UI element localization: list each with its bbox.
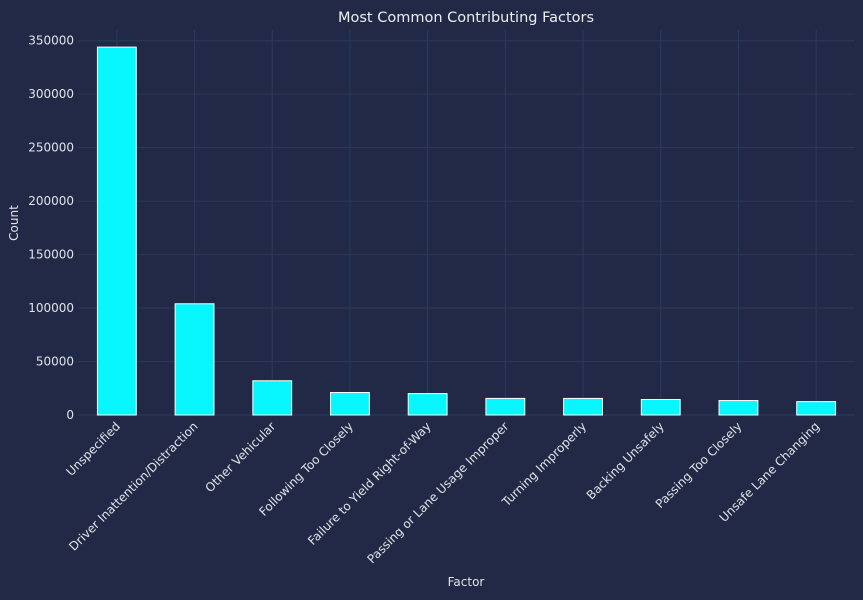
bar [174,303,215,416]
y-tick-label: 250000 [28,141,74,155]
bar [640,398,681,416]
x-axis-title: Factor [448,575,485,589]
chart-title: Most Common Contributing Factors [338,10,594,26]
bar [563,397,603,416]
y-axis-ticks: 0 50000 100000 150000 200000 250000 300000 3500… [28,34,74,422]
y-tick-label: 100000 [28,301,74,315]
y-axis-title: Count [7,205,21,241]
y-tick-label: 0 [66,408,74,422]
bar [718,400,759,416]
y-tick-label: 50000 [36,355,74,369]
y-tick-label: 150000 [28,248,74,262]
y-tick-label: 300000 [28,87,74,101]
bar [330,392,370,416]
bar [796,401,837,416]
bar [485,397,526,416]
bars [96,46,837,416]
y-tick-label: 200000 [28,194,74,208]
y-tick-label: 350000 [28,34,74,48]
bar [407,393,448,416]
bar [252,380,293,416]
bar [96,46,137,416]
